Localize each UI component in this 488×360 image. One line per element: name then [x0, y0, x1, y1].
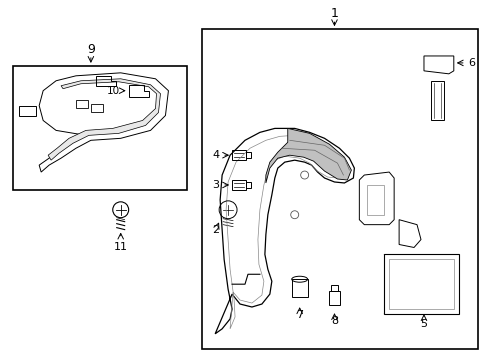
- Text: 3: 3: [212, 180, 219, 190]
- Text: 6: 6: [467, 58, 474, 68]
- Text: 9: 9: [87, 42, 95, 55]
- Bar: [330, 285, 338, 291]
- Polygon shape: [265, 129, 351, 183]
- Text: 5: 5: [420, 319, 427, 329]
- Bar: [328, 291, 340, 305]
- Bar: [13, 66, 187, 190]
- Bar: [384, 255, 458, 314]
- Bar: [291, 279, 307, 297]
- Bar: [245, 182, 250, 188]
- Bar: [232, 180, 245, 190]
- Bar: [388, 260, 453, 309]
- Bar: [232, 150, 245, 160]
- Polygon shape: [48, 79, 160, 160]
- Text: 4: 4: [212, 150, 219, 160]
- Text: 2: 2: [212, 225, 219, 235]
- Bar: [245, 152, 250, 158]
- Bar: [202, 29, 477, 349]
- Text: 7: 7: [296, 310, 303, 320]
- Text: 8: 8: [330, 316, 337, 326]
- Text: 10: 10: [107, 86, 120, 96]
- Text: 11: 11: [114, 242, 127, 252]
- Text: 1: 1: [330, 7, 338, 20]
